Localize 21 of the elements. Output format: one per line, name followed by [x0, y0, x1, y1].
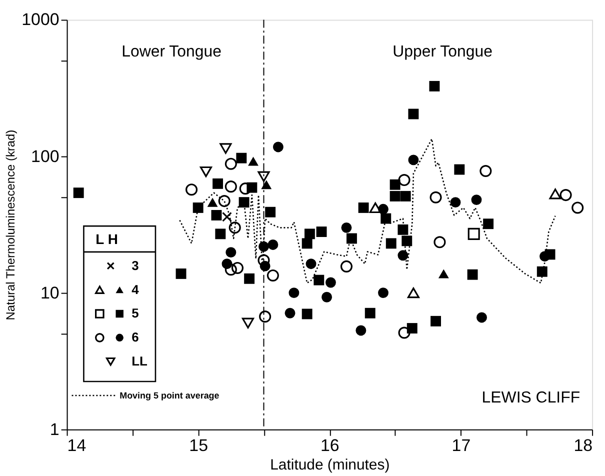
- legend-label: 4: [132, 282, 140, 297]
- y-axis-title: Natural Thermoluminescence (krad): [4, 130, 18, 320]
- annotation: LEWIS CLIFF: [482, 389, 580, 406]
- x-tick-label: 17: [452, 436, 471, 455]
- legend-label: LL: [132, 354, 148, 369]
- y-tick-label: 1: [50, 420, 60, 439]
- legend-label: 5: [132, 306, 139, 321]
- legend-label: 3: [132, 258, 139, 273]
- annotation: Lower Tongue: [122, 44, 222, 61]
- y-tick-label: 100: [31, 146, 60, 166]
- x-tick-label: 16: [320, 436, 340, 455]
- x-tick-label: 15: [189, 436, 208, 455]
- legend-label: 6: [132, 330, 139, 345]
- annotation: Upper Tongue: [392, 44, 493, 61]
- x-tick-label: 18: [574, 436, 593, 455]
- y-tick-label: 1000: [22, 10, 60, 30]
- x-tick-label: 14: [67, 436, 86, 455]
- legend-title: L H: [96, 230, 118, 247]
- y-tick-label: 10: [40, 283, 60, 302]
- x-axis-title: Latitude (minutes): [270, 456, 390, 474]
- legend-label: Moving 5 point average: [120, 390, 220, 400]
